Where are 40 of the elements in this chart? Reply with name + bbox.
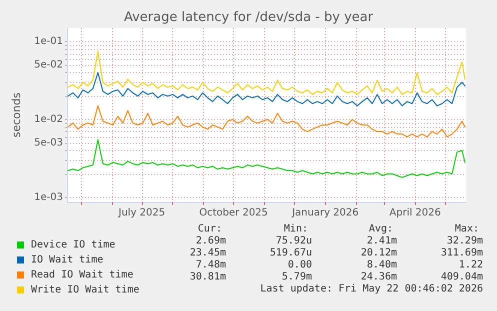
line-series [68,50,466,95]
x-tick-label: January 2026 [291,208,359,218]
text: 2.41m [366,236,397,246]
legend-label: Read IO Wait time [31,270,134,280]
legend-label: Device IO time [31,240,116,250]
text: 519.67u [270,248,312,258]
x-tick-label: April 2026 [389,208,441,218]
text: Avg: [368,224,393,234]
y-tick-label: 1e-01 [34,36,63,48]
line-series [68,72,466,106]
text: 32.29m [446,236,483,246]
text: 30.81m [190,272,226,282]
text: 7.48m [196,260,226,270]
chart-title: Average latency for /dev/sda - by year [124,10,374,25]
text: Min: [284,224,308,234]
text: 5.79m [282,272,312,282]
text: Cur: [198,224,222,234]
y-tick-label: 5e-03 [34,137,63,148]
legend-label: IO Wait time [31,254,104,266]
x-tick-label: July 2025 [118,208,166,218]
text: 75.92u [276,236,312,246]
text: 20.12m [360,248,397,258]
text: 24.36m [360,272,397,282]
y-tick-label: 1e-02 [34,114,63,125]
text: 1.22 [458,260,483,270]
text: 8.40m [366,260,397,270]
text: 311.69m [440,248,483,258]
text: 0.00 [288,260,312,270]
text: 409.04m [440,272,483,282]
y-tick-label: 5e-02 [34,60,63,71]
line-series [68,139,466,178]
x-tick-label: October 2025 [199,208,268,218]
y-axis-title: seconds [10,92,23,138]
text: Max: [454,224,479,234]
text: Last update: Fri May 22 00:46:02 2026 [260,284,483,294]
text: 23.45m [190,248,226,258]
y-tick-label: 1e-03 [34,192,63,203]
legend-label: Write IO Wait time [31,284,140,296]
text: 2.69m [196,236,226,246]
line-series [68,105,466,138]
